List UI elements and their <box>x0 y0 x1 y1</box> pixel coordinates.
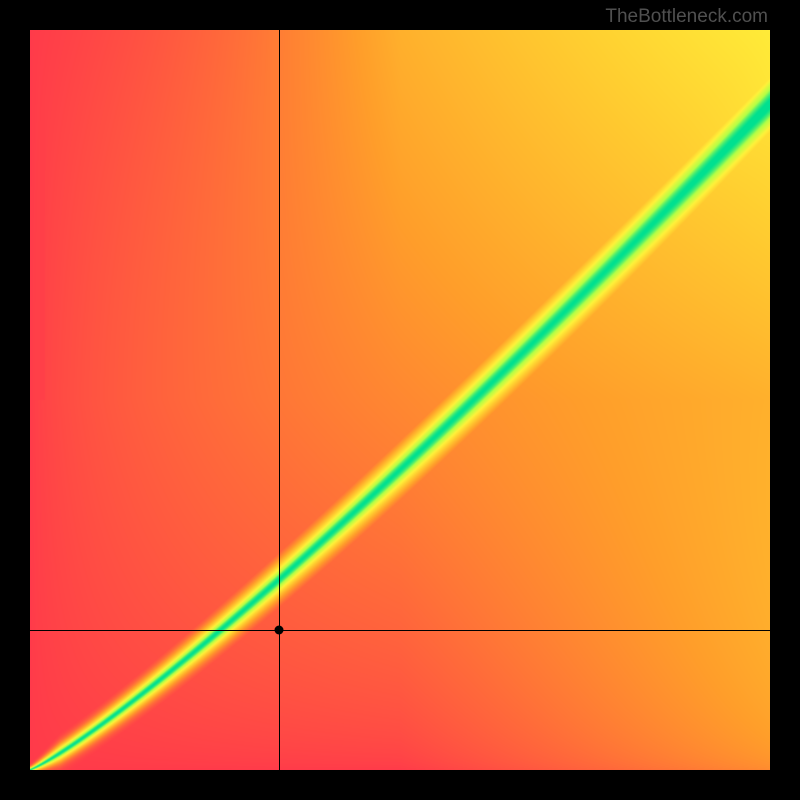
crosshair-vertical-line <box>279 30 280 770</box>
crosshair-horizontal-line <box>30 630 770 631</box>
attribution-text: TheBottleneck.com <box>605 6 768 28</box>
crosshair-marker <box>275 626 284 635</box>
heatmap-canvas <box>30 30 770 770</box>
heatmap-plot-area <box>30 30 770 770</box>
